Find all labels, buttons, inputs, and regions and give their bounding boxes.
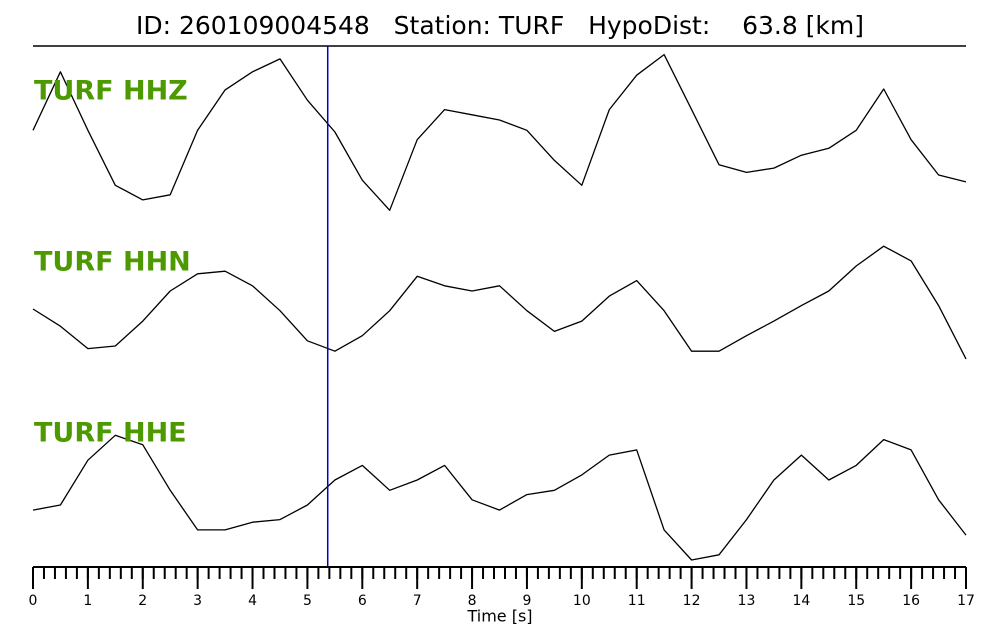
x-tick-label: 12	[683, 593, 701, 609]
x-tick-label: 8	[468, 593, 477, 609]
chart-title: ID: 260109004548 Station: TURF HypoDist:…	[136, 11, 864, 40]
trace-label: TURF HHZ	[34, 76, 188, 107]
x-tick-label: 2	[138, 593, 147, 609]
x-tick-label: 17	[957, 593, 975, 609]
x-axis-label: Time [s]	[466, 607, 532, 626]
trace	[32, 245, 967, 360]
x-tick-label: 15	[847, 593, 865, 609]
x-tick-label: 16	[902, 593, 920, 609]
trace	[32, 434, 967, 561]
trace-label: TURF HHN	[34, 247, 191, 278]
x-tick-label: 7	[413, 593, 422, 609]
x-tick-label: 0	[29, 593, 38, 609]
trace-label: TURF HHE	[34, 418, 187, 449]
x-tick-label: 4	[248, 593, 257, 609]
x-tick-label: 1	[83, 593, 92, 609]
x-tick-label: 9	[522, 593, 531, 609]
x-tick-label: 6	[358, 593, 367, 609]
x-tick-label: 5	[303, 593, 312, 609]
x-tick-label: 10	[573, 593, 591, 609]
x-tick-label: 3	[193, 593, 202, 609]
trace	[32, 53, 967, 211]
x-tick-label: 11	[628, 593, 646, 609]
x-tick-label: 14	[792, 593, 810, 609]
x-tick-label: 13	[738, 593, 756, 609]
